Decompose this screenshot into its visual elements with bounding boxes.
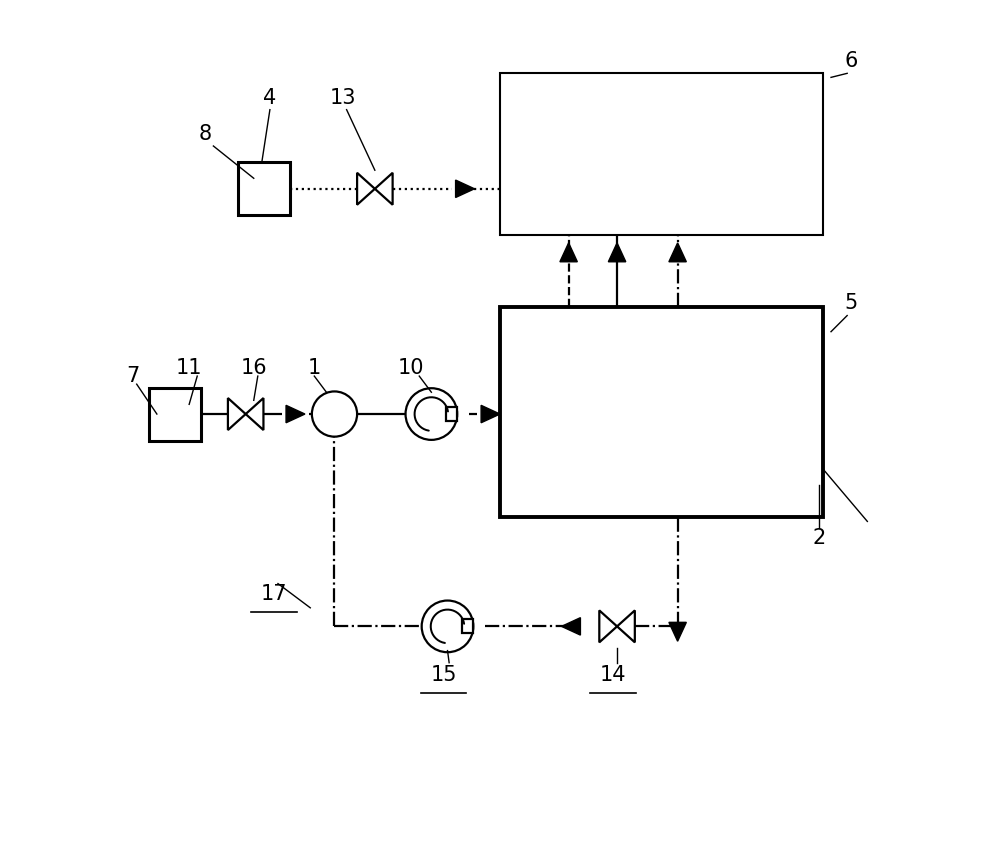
Text: 2: 2 [812, 527, 826, 547]
Text: 7: 7 [126, 366, 139, 386]
Bar [149, 389, 201, 441]
Circle shape [406, 389, 457, 440]
Polygon shape [562, 617, 580, 635]
Text: 1: 1 [308, 358, 321, 378]
Text: 17: 17 [261, 584, 287, 604]
Text: 6: 6 [845, 51, 858, 71]
Bar [238, 162, 290, 214]
Text: 13: 13 [329, 87, 356, 108]
Text: 15: 15 [430, 665, 457, 685]
Polygon shape [669, 622, 686, 641]
Bar [500, 73, 823, 235]
Bar [500, 308, 823, 517]
Circle shape [422, 600, 473, 653]
Polygon shape [560, 243, 577, 262]
Text: 11: 11 [176, 358, 202, 378]
Text: 10: 10 [398, 358, 424, 378]
Bar [462, 619, 473, 633]
Polygon shape [481, 405, 500, 423]
Text: 4: 4 [263, 87, 277, 108]
Polygon shape [456, 180, 474, 198]
Polygon shape [608, 243, 626, 262]
Text: 16: 16 [240, 358, 267, 378]
Text: 8: 8 [199, 124, 212, 144]
Polygon shape [669, 243, 686, 262]
Bar [446, 407, 457, 421]
Text: 5: 5 [845, 294, 858, 314]
Text: 14: 14 [600, 665, 626, 685]
Polygon shape [286, 405, 305, 423]
